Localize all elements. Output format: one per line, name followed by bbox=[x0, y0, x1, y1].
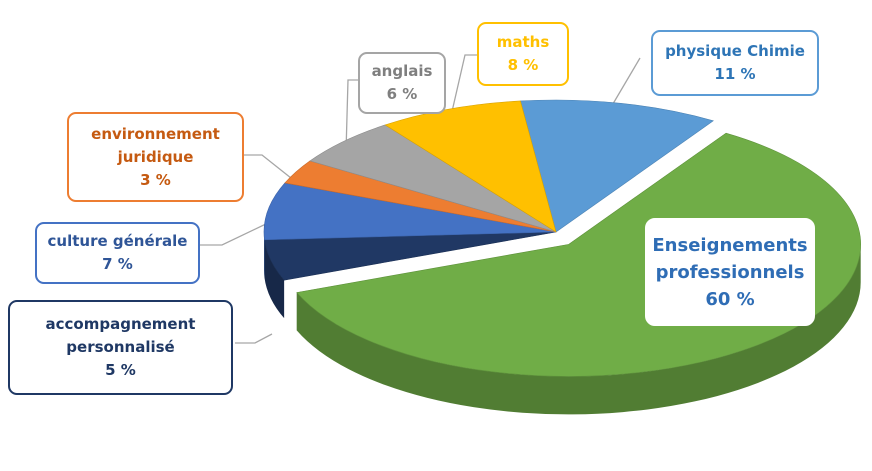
leader-line bbox=[235, 333, 273, 344]
slice-name: culture générale bbox=[47, 232, 188, 250]
leader-line bbox=[244, 154, 297, 183]
label-box: physique Chimie 11 % bbox=[651, 30, 819, 96]
slice-side bbox=[264, 239, 285, 319]
slices bbox=[263, 99, 861, 415]
slice bbox=[520, 99, 715, 233]
slice bbox=[263, 182, 557, 241]
slice-value: 6 % bbox=[386, 85, 418, 103]
leader-line bbox=[200, 221, 271, 246]
slice-value: 3 % bbox=[140, 170, 171, 189]
label-box: culture générale 7 % bbox=[35, 222, 200, 284]
slice-name: Enseignements professionnels bbox=[652, 234, 808, 283]
leader-line bbox=[345, 79, 358, 153]
label-box: environnement juridique 3 % bbox=[67, 112, 244, 202]
slice-value: 7 % bbox=[102, 255, 133, 273]
slice-name: environnement juridique bbox=[91, 124, 220, 166]
slice bbox=[384, 100, 557, 233]
slice-value: 60 % bbox=[705, 288, 755, 310]
slice-value: 5 % bbox=[105, 361, 136, 379]
slice-side bbox=[264, 232, 265, 278]
slice-value: 8 % bbox=[507, 56, 539, 74]
label-box: Enseignements professionnels 60 % bbox=[645, 218, 815, 326]
label-box: anglais 6 % bbox=[358, 52, 446, 114]
slice-name: accompagnement personnalisé bbox=[45, 315, 196, 356]
label-box: accompagnement personnalisé 5 % bbox=[8, 300, 233, 395]
slice-side bbox=[296, 244, 861, 415]
slice-name: physique Chimie bbox=[665, 42, 805, 60]
slice-name: maths bbox=[496, 33, 550, 51]
slice-name: anglais bbox=[371, 62, 433, 80]
slice-value: 11 % bbox=[714, 65, 756, 83]
label-box: maths 8 % bbox=[477, 22, 569, 86]
